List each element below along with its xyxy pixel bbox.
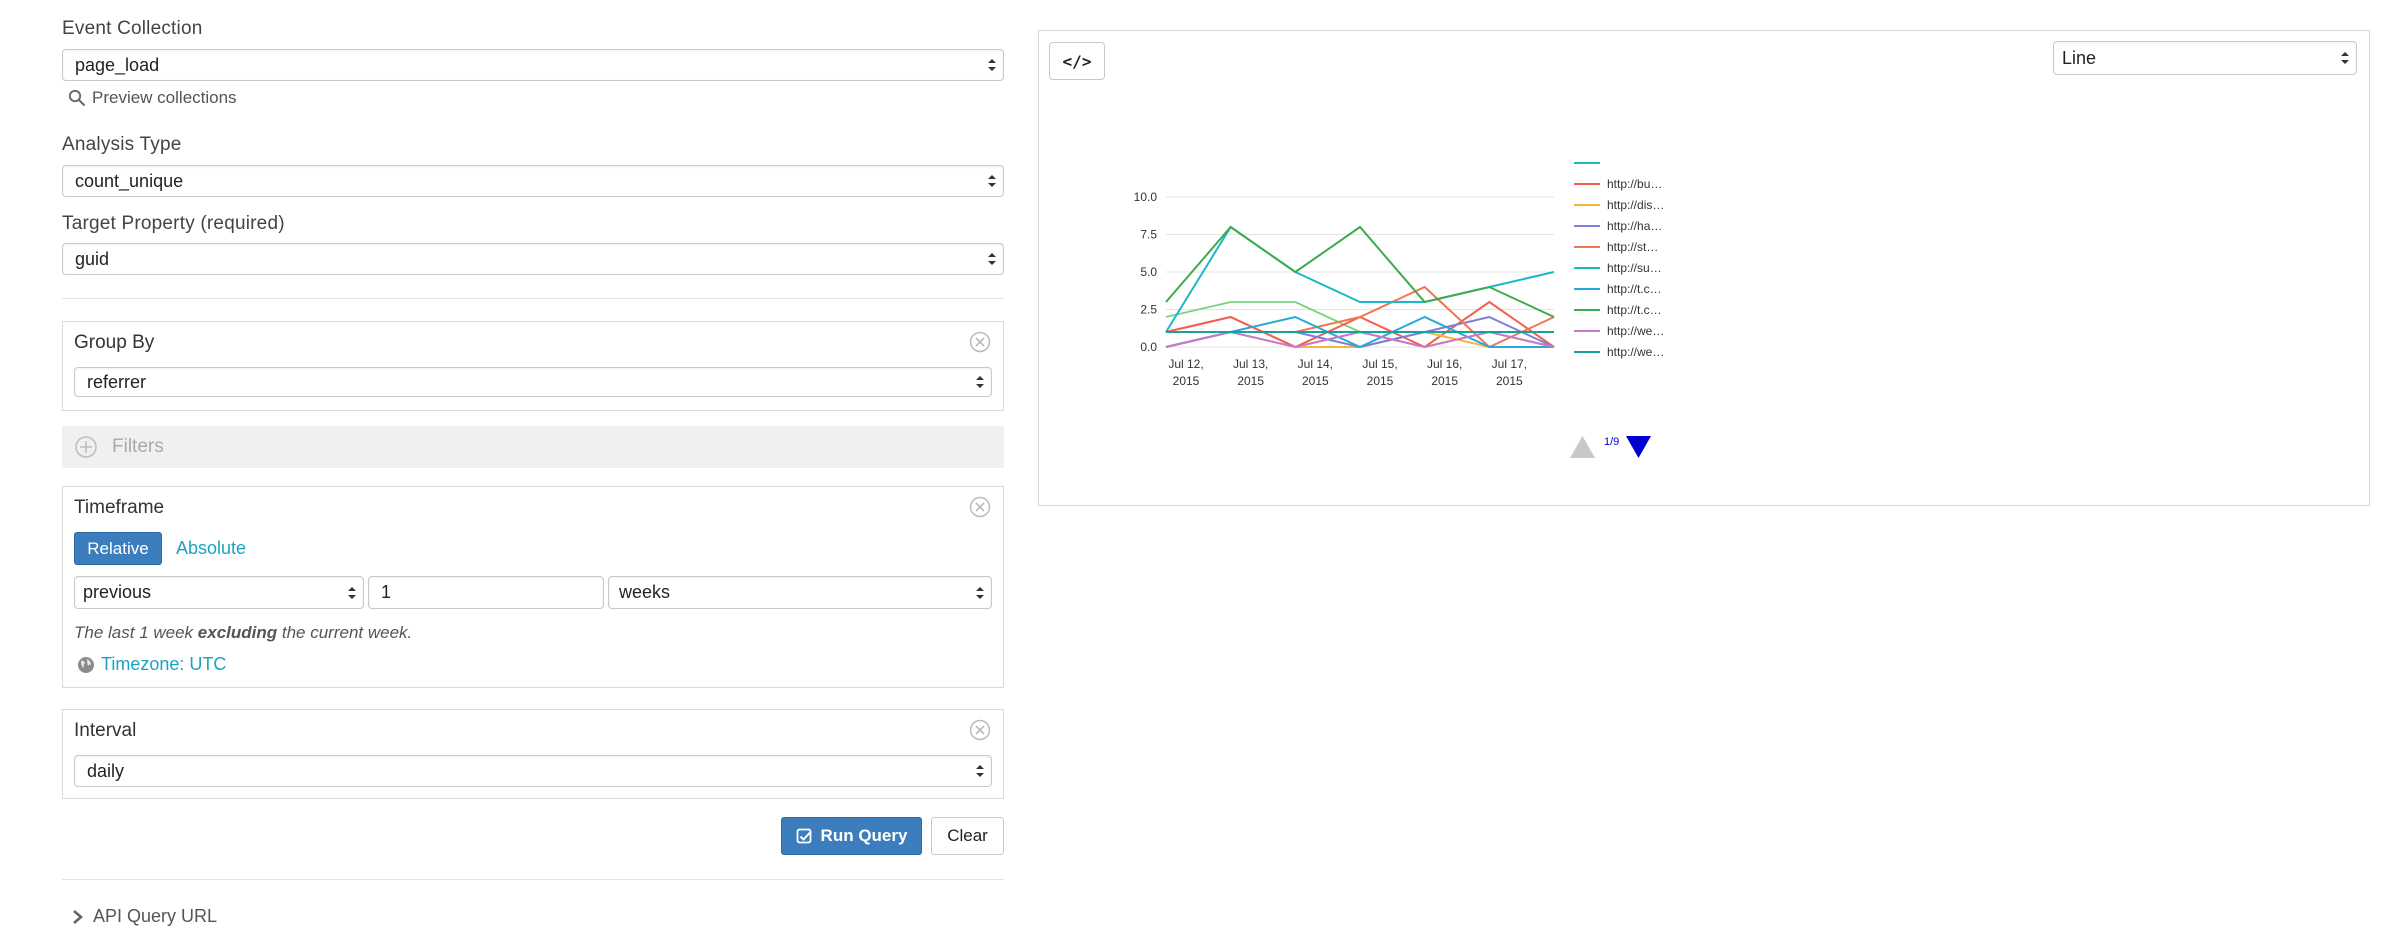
interval-value: daily [87, 760, 125, 781]
description-prefix: The last 1 week [74, 623, 198, 642]
add-filter-icon[interactable] [74, 435, 98, 459]
analysis-type-label: Analysis Type [62, 134, 182, 155]
x-tick-label: Jul 16, [1427, 357, 1462, 371]
tab-relative[interactable]: Relative [74, 532, 162, 565]
api-query-url-toggle[interactable]: API Query URL [72, 906, 217, 927]
select-caret-icon [988, 253, 996, 265]
series-line [1165, 285, 1555, 349]
select-caret-icon [976, 376, 984, 388]
event-collection-value: page_load [75, 54, 160, 75]
group-by-select[interactable]: referrer [74, 367, 992, 397]
timeframe-description: The last 1 week excluding the current we… [74, 623, 412, 643]
x-tick-label: Jul 15, [1362, 357, 1397, 371]
check-square-icon [796, 828, 812, 843]
select-caret-icon [2341, 52, 2349, 64]
legend-entry: http://ha… [1607, 219, 1662, 233]
amount-input[interactable]: 1 [368, 576, 604, 609]
series-line [1165, 301, 1555, 348]
api-query-url-label: API Query URL [93, 906, 218, 926]
filters-label: Filters [112, 436, 164, 457]
preview-collections-label: Preview collections [92, 88, 237, 107]
line-chart: 0.0 2.5 5.0 7.5 10.0 Jul 12, 2015 Jul 13, 2015 Ju… [1134, 162, 1664, 458]
legend-entry: http://bu… [1607, 177, 1662, 191]
description-suffix: the current week. [277, 623, 413, 642]
relative-select-value: previous [83, 582, 152, 602]
select-caret-icon [976, 765, 984, 777]
x-tick-label: 2015 [1173, 374, 1200, 388]
run-query-button[interactable]: Run Query [781, 817, 922, 855]
target-property-label: Target Property (required) [62, 213, 285, 234]
y-tick-label: 5.0 [1140, 265, 1157, 279]
chevron-right-icon [73, 909, 83, 924]
x-tick-label: Jul 12, [1168, 357, 1203, 371]
close-icon[interactable] [969, 496, 991, 518]
legend-entry: http://dis… [1607, 198, 1664, 212]
close-icon[interactable] [969, 331, 991, 353]
embed-code-button[interactable]: </> [1049, 42, 1105, 80]
legend-page-indicator: 1/9 [1604, 436, 1619, 448]
preview-collections-link[interactable]: Preview collections [68, 88, 237, 108]
series-line [1165, 300, 1555, 349]
y-tick-label: 7.5 [1140, 228, 1157, 242]
legend-entry: http://we… [1607, 345, 1664, 359]
unit-select-value: weeks [619, 582, 671, 602]
group-by-panel: Group By referrer [62, 321, 1004, 411]
legend-page-up-icon [1570, 436, 1595, 458]
run-query-label: Run Query [820, 826, 908, 845]
filters-bar[interactable]: Filters [62, 426, 1004, 468]
x-tick-label: 2015 [1496, 374, 1523, 388]
clear-button[interactable]: Clear [931, 817, 1004, 855]
relative-select[interactable]: previous [74, 576, 364, 609]
x-tick-label: 2015 [1237, 374, 1264, 388]
unit-select[interactable]: weeks [608, 576, 992, 609]
x-tick-label: 2015 [1367, 374, 1394, 388]
group-by-value: referrer [87, 371, 147, 392]
legend-entry: http://st… [1607, 240, 1658, 254]
interval-title: Interval [74, 720, 137, 741]
amount-value: 1 [381, 582, 392, 602]
y-tick-label: 2.5 [1140, 303, 1157, 317]
target-property-value: guid [75, 248, 110, 269]
divider [62, 879, 1004, 880]
timeframe-title: Timeframe [74, 497, 165, 518]
legend-entry: http://t.c… [1607, 282, 1662, 296]
chart-panel: </> Line 0.0 2.5 5.0 7.5 10.0 Jul 12, 2015 Jul … [1038, 30, 2370, 506]
x-tick-label: Jul 17, [1492, 357, 1527, 371]
event-collection-select[interactable]: page_load [62, 49, 1004, 81]
divider [62, 298, 1004, 299]
timeframe-panel: Timeframe Relative Absolute previous 1 w… [62, 486, 1004, 688]
legend-entry: http://su… [1607, 261, 1662, 275]
x-tick-label: Jul 13, [1233, 357, 1268, 371]
select-caret-icon [976, 586, 984, 599]
y-tick-label: 0.0 [1140, 340, 1157, 354]
legend-entry: http://t.c… [1607, 303, 1662, 317]
timezone-label: Timezone: UTC [101, 654, 227, 674]
globe-icon [78, 656, 94, 673]
chart-type-value: Line [2062, 47, 2097, 68]
search-icon [68, 89, 86, 107]
interval-select[interactable]: daily [74, 755, 992, 787]
legend-entry: http://we… [1607, 324, 1664, 338]
analysis-type-select[interactable]: count_unique [62, 165, 1004, 197]
x-tick-label: 2015 [1431, 374, 1458, 388]
chart-type-select[interactable]: Line [2053, 41, 2357, 75]
interval-panel: Interval daily [62, 709, 1004, 799]
group-by-title: Group By [74, 332, 155, 353]
description-bold: excluding [197, 623, 278, 642]
analysis-type-value: count_unique [75, 170, 184, 191]
close-icon[interactable] [969, 719, 991, 741]
y-tick-label: 10.0 [1134, 190, 1158, 204]
target-property-select[interactable]: guid [62, 243, 1004, 275]
x-tick-label: Jul 14, [1298, 357, 1333, 371]
tab-absolute[interactable]: Absolute [176, 538, 247, 558]
timezone-link[interactable]: Timezone: UTC [77, 654, 226, 675]
x-tick-label: 2015 [1302, 374, 1329, 388]
series-line [1165, 225, 1555, 318]
select-caret-icon [988, 59, 996, 71]
select-caret-icon [348, 586, 356, 599]
event-collection-label: Event Collection [62, 18, 203, 39]
legend-page-down-icon [1626, 436, 1651, 458]
select-caret-icon [988, 175, 996, 187]
